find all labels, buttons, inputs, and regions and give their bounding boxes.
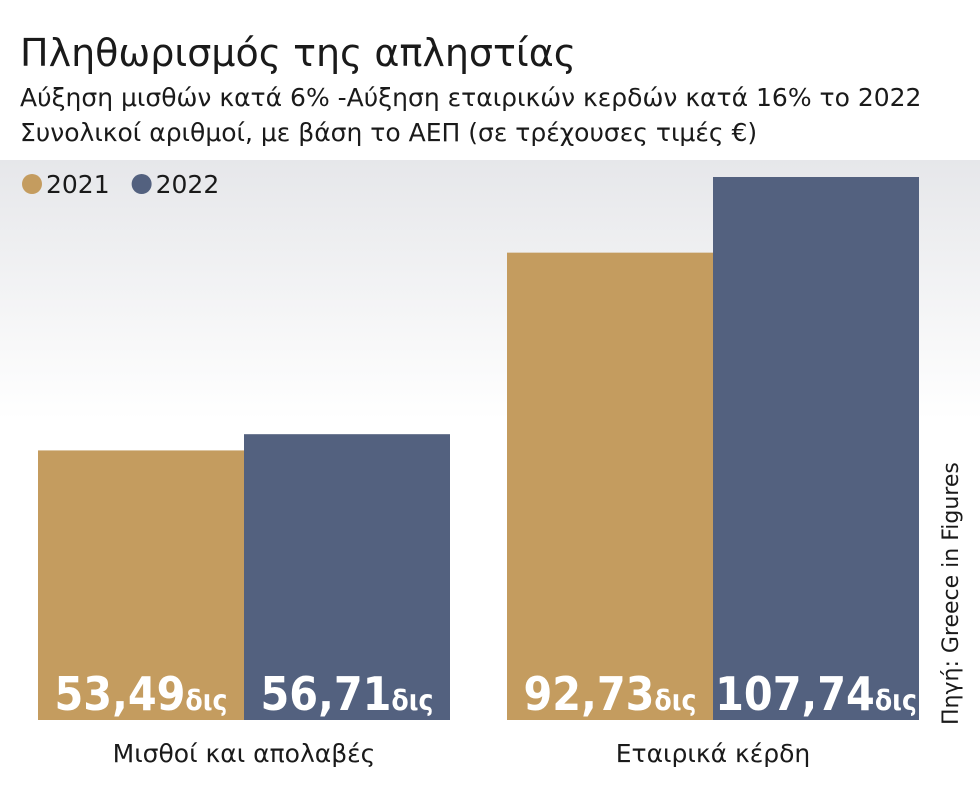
- value-number: 56,71: [261, 667, 392, 721]
- x-tick-label: Μισθοί και απολαβές: [113, 739, 376, 768]
- value-number: 53,49: [55, 667, 186, 721]
- bar: [713, 177, 919, 720]
- bar: [244, 434, 450, 720]
- value-label: 56,71δις: [261, 667, 434, 721]
- bar: [507, 252, 713, 721]
- value-number: 92,73: [524, 667, 655, 721]
- chart-title: Πληθωρισμός της απληστίας: [20, 31, 576, 75]
- legend-swatch: [131, 174, 152, 194]
- subtitle: Συνολικοί αριθμοί, με βάση το ΑΕΠ (σε τρ…: [20, 118, 757, 147]
- value-unit: δις: [654, 684, 696, 717]
- value-unit: δις: [391, 684, 433, 717]
- source: Πηγή: Greece in Figures: [939, 462, 964, 725]
- value-label: 92,73δις: [524, 667, 697, 721]
- x-tick-label: Εταιρικά κέρδη: [616, 739, 811, 768]
- value-label: 53,49δις: [55, 667, 228, 721]
- subtitle: Αύξηση μισθών κατά 6% -Αύξηση εταιρικών …: [20, 83, 921, 112]
- value-unit: δις: [875, 684, 917, 717]
- bar: [38, 450, 244, 720]
- value-unit: δις: [185, 684, 227, 717]
- value-label: 107,74δις: [715, 667, 917, 721]
- legend-swatch: [22, 174, 42, 194]
- value-number: 107,74: [715, 667, 875, 721]
- legend-label: 2022: [156, 170, 220, 199]
- legend-label: 2021: [46, 170, 110, 199]
